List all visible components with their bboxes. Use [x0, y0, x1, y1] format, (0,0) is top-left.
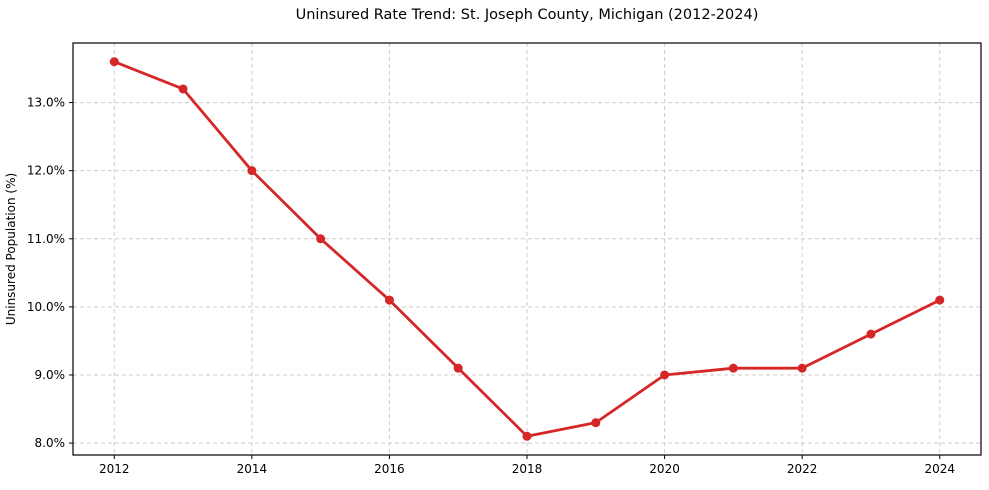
- y-tick-label: 9.0%: [35, 368, 66, 382]
- x-tick-label: 2014: [237, 462, 268, 476]
- x-tick-label: 2012: [99, 462, 130, 476]
- x-tick-label: 2018: [512, 462, 543, 476]
- y-tick-label: 13.0%: [27, 96, 65, 110]
- data-point-marker: [797, 363, 807, 373]
- x-tick-label: 2020: [649, 462, 680, 476]
- chart-title: Uninsured Rate Trend: St. Joseph County,…: [295, 7, 759, 23]
- data-point-marker: [453, 363, 463, 373]
- x-tick-label: 2022: [787, 462, 818, 476]
- data-point-marker: [935, 295, 945, 305]
- y-tick-label: 8.0%: [35, 436, 66, 450]
- data-point-marker: [316, 234, 326, 244]
- data-point-marker: [522, 431, 532, 441]
- y-axis-label: Uninsured Population (%): [4, 173, 18, 325]
- data-point-marker: [660, 370, 670, 380]
- data-point-marker: [247, 166, 257, 176]
- data-point-marker: [109, 57, 119, 67]
- x-tick-label: 2024: [924, 462, 955, 476]
- x-tick-label: 2016: [374, 462, 405, 476]
- y-tick-label: 11.0%: [27, 232, 65, 246]
- data-point-marker: [728, 363, 738, 373]
- data-point-marker: [591, 418, 601, 428]
- y-tick-label: 10.0%: [27, 300, 65, 314]
- data-point-marker: [866, 329, 876, 339]
- data-point-marker: [384, 295, 394, 305]
- y-tick-label: 12.0%: [27, 164, 65, 178]
- data-point-marker: [178, 84, 188, 94]
